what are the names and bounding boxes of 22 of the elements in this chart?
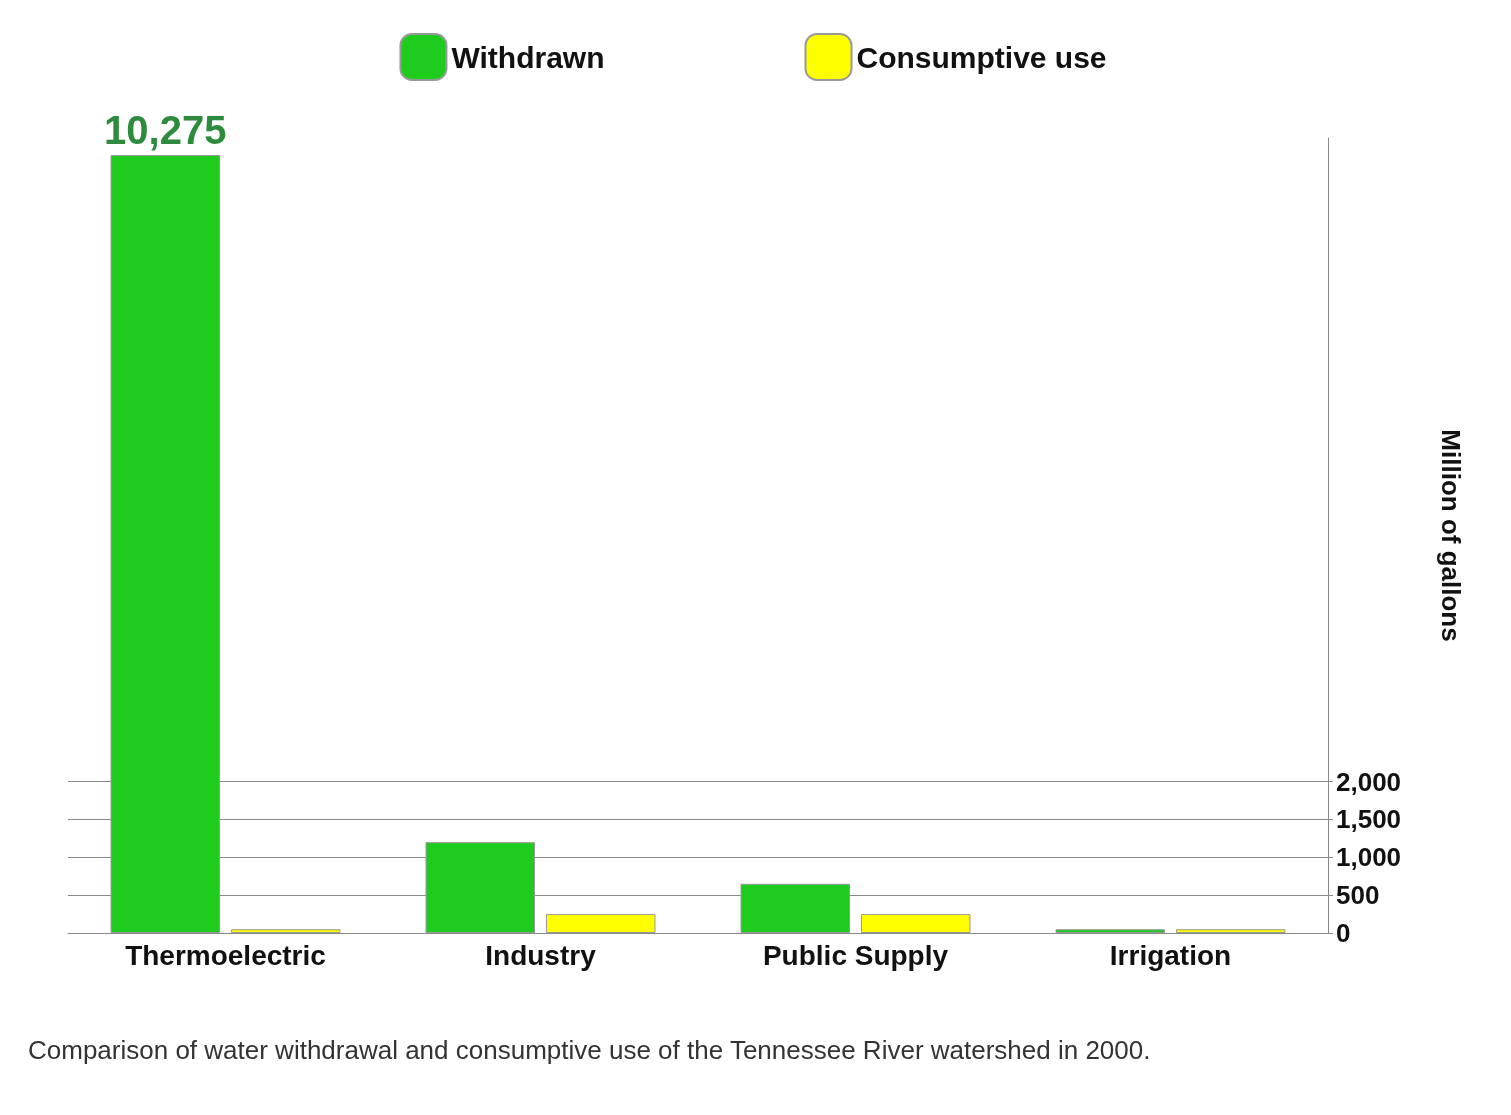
text: Comparison of water withdrawal and consumptive use of the Tennessee River watershed in 2000. <box>28 1035 1151 1065</box>
bar <box>860 914 971 933</box>
bar <box>1175 929 1286 933</box>
bar <box>545 914 656 933</box>
legend-label: Consumptive use <box>856 40 1107 74</box>
y-axis-title: Million of gallons <box>1436 429 1466 642</box>
bar <box>110 155 221 933</box>
bar <box>230 929 341 933</box>
y-tick-label: 2,000 <box>1336 766 1402 797</box>
bar <box>1055 929 1166 933</box>
bar <box>740 883 851 933</box>
data-label: 10,275 <box>104 108 227 153</box>
x-tick-label: Thermoelectric <box>125 939 326 971</box>
x-tick-label: Irrigation <box>1109 939 1232 971</box>
x-tick-label: Industry <box>485 939 597 971</box>
legend-label: Withdrawn <box>451 40 605 74</box>
bar <box>425 842 536 933</box>
y-tick-label: 0 <box>1336 918 1351 948</box>
y-tick-label: 1,500 <box>1336 804 1402 835</box>
y-tick-label: 1,000 <box>1336 842 1402 873</box>
y-tick-label: 500 <box>1336 880 1380 911</box>
x-tick-label: Public Supply <box>762 939 949 971</box>
